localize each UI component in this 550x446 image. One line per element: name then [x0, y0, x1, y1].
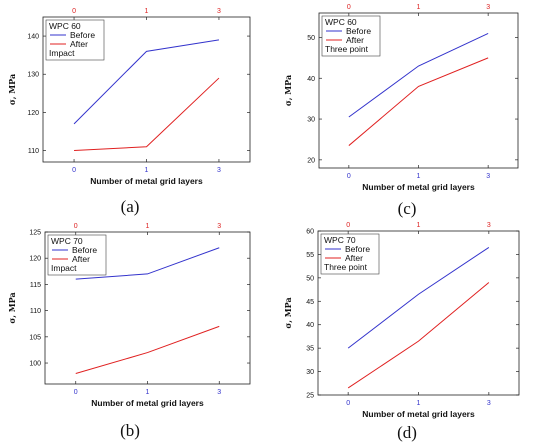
x-top-tick-label: 3 [487, 222, 491, 229]
legend-entry: Before [345, 244, 370, 254]
x-tick-label: 3 [486, 173, 490, 180]
x-top-tick-label: 3 [217, 8, 221, 15]
series-line-before [347, 246, 490, 349]
legend-title: WPC 60 [49, 21, 81, 31]
series-line-before [75, 247, 220, 280]
series-line-before [73, 39, 220, 125]
series-line-after [75, 325, 220, 374]
x-axis-label: Number of metal grid layers [91, 398, 204, 408]
legend-title: WPC 60 [325, 17, 357, 27]
legend-note: Three point [325, 44, 369, 54]
legend-entry: After [70, 39, 88, 49]
x-tick-label: 0 [346, 400, 350, 407]
y-tick-label: 115 [30, 282, 41, 289]
x-top-tick-label: 0 [72, 8, 76, 15]
y-tick-label: 30 [306, 369, 314, 376]
legend-title: WPC 70 [324, 235, 356, 245]
y-tick-label: 140 [27, 34, 39, 41]
series-line-before [348, 32, 489, 118]
y-tick-label: 130 [27, 72, 39, 79]
series-line-after [74, 77, 220, 152]
y-tick-label: 55 [306, 252, 314, 259]
x-tick-label: 0 [347, 173, 351, 180]
y-tick-label: 20 [307, 157, 315, 164]
legend-note: Impact [49, 48, 75, 58]
x-top-tick-label: 3 [217, 223, 221, 230]
y-tick-label: 40 [306, 322, 314, 329]
chart-panel-4: 0 0 1 1 3 3 25 30 35 40 45 50 55 60 WPC 70BeforeAfterT… [283, 222, 520, 442]
y-tick-label: 100 [29, 361, 41, 368]
legend-entry: After [346, 35, 364, 45]
y-tick-label: 35 [306, 346, 314, 353]
y-tick-label: 110 [30, 308, 41, 315]
panel-caption: (c) [398, 199, 417, 218]
legend-box [321, 15, 381, 57]
series-line-after [347, 282, 490, 389]
x-axis-label: Number of metal grid layers [362, 182, 475, 192]
legend-entry: After [345, 253, 363, 263]
panel-caption: (a) [121, 197, 140, 216]
y-axis-label: σ, MPa [7, 74, 17, 105]
x-tick-label: 3 [217, 167, 221, 174]
legend-box [45, 19, 105, 61]
panel-caption: (b) [120, 421, 140, 440]
legend-entry: Before [346, 26, 371, 36]
legend-box [320, 233, 380, 275]
x-tick-label: 1 [145, 167, 149, 174]
y-tick-label: 25 [306, 393, 314, 400]
legend-title: WPC 70 [51, 236, 83, 246]
y-tick-label: 120 [27, 110, 39, 117]
series-line-after [348, 57, 489, 146]
x-tick-label: 1 [417, 173, 421, 180]
y-axis-label: σ, MPa [283, 297, 293, 328]
y-axis-label: σ, MPa [283, 75, 293, 106]
legend-entry: Before [72, 245, 97, 255]
x-top-tick-label: 1 [146, 223, 150, 230]
x-axis-label: Number of metal grid layers [90, 176, 203, 186]
x-top-tick-label: 0 [74, 223, 78, 230]
y-tick-label: 120 [29, 256, 41, 263]
legend-entry: After [72, 254, 90, 264]
y-tick-label: 50 [307, 35, 315, 42]
x-top-tick-label: 1 [417, 222, 421, 229]
y-axis-label: σ, MPa [7, 292, 17, 323]
legend-note: Three point [324, 262, 368, 272]
legend-note: Impact [51, 263, 77, 273]
x-tick-label: 3 [487, 400, 491, 407]
x-top-tick-label: 0 [346, 222, 350, 229]
x-tick-label: 3 [217, 389, 221, 396]
y-tick-label: 105 [29, 334, 41, 341]
y-tick-label: 30 [307, 117, 315, 124]
panel-caption: (d) [397, 423, 417, 442]
y-tick-label: 60 [306, 229, 314, 236]
y-tick-label: 125 [29, 230, 41, 237]
chart-panel-1: 0 0 1 1 3 3 110 120 130 140 WPC 60BeforeAfterImpac… [7, 8, 251, 216]
legend-box [47, 234, 107, 276]
y-tick-label: 50 [306, 275, 314, 282]
y-tick-label: 40 [307, 76, 315, 83]
x-tick-label: 0 [72, 167, 76, 174]
legend-entry: Before [70, 30, 95, 40]
y-tick-label: 110 [28, 148, 39, 155]
x-tick-label: 1 [417, 400, 421, 407]
x-top-tick-label: 1 [417, 4, 421, 11]
x-axis-label: Number of metal grid layers [362, 409, 475, 419]
x-tick-label: 0 [74, 389, 78, 396]
x-tick-label: 1 [146, 389, 150, 396]
y-tick-label: 45 [306, 299, 314, 306]
x-top-tick-label: 1 [145, 8, 149, 15]
x-top-tick-label: 0 [347, 4, 351, 11]
chart-panel-3: 0 0 1 1 3 3 100 105 110 115 120 125 WPC 70BeforeAfte… [7, 223, 251, 440]
x-top-tick-label: 3 [486, 4, 490, 11]
